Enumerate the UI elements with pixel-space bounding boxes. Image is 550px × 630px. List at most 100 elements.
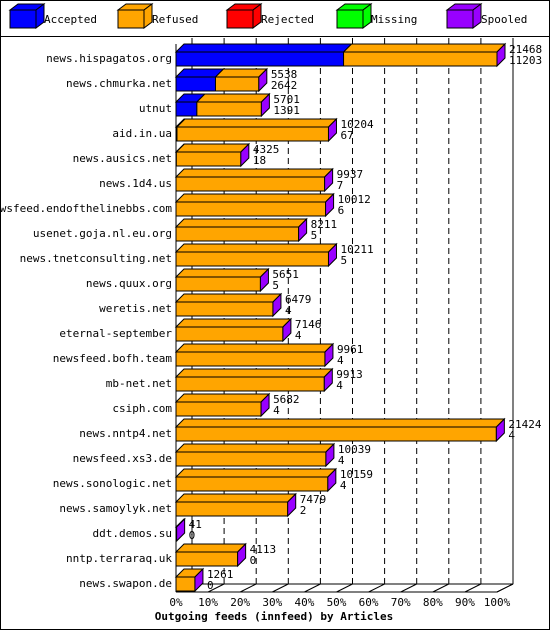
bar [175, 401, 262, 417]
bar-top [174, 393, 271, 403]
bar-side [272, 292, 282, 318]
legend-swatch [446, 9, 474, 29]
value-label: 4325 [253, 143, 279, 156]
bar-top [195, 93, 271, 103]
value-label: 67 [340, 129, 353, 142]
value-label: 10012 [338, 193, 371, 206]
value-label: 7146 [295, 318, 322, 331]
bar [175, 451, 327, 467]
bar [175, 226, 300, 242]
bar-side [325, 442, 335, 468]
y-tick-label: news.quux.org [86, 277, 172, 290]
chart-title: Outgoing feeds (innfeed) by Articles [155, 610, 393, 623]
value-label: 10204 [340, 118, 373, 131]
y-tick-label: eternal-september [59, 327, 172, 340]
tick-mark [432, 583, 450, 593]
tick-mark [400, 583, 417, 593]
value-label: 10039 [338, 443, 371, 456]
y-tick-label: news.ausics.net [73, 152, 172, 165]
value-label: 9961 [337, 343, 364, 356]
bar [175, 176, 326, 192]
y-tick-label: newsfeed.bofh.team [53, 352, 173, 365]
x-tick-label: 20% [230, 596, 250, 609]
y-tick-label: aid.in.ua [112, 127, 172, 140]
bar [175, 551, 239, 567]
value-label: 21468 [509, 43, 542, 56]
bar-side [327, 242, 337, 268]
y-tick-label: news.hispagatos.org [46, 52, 172, 65]
value-label: 8211 [311, 218, 338, 231]
value-label: 7 [337, 179, 344, 192]
bar [176, 126, 329, 142]
bar-side [259, 267, 269, 293]
bar-top [342, 43, 507, 53]
bar [175, 576, 196, 592]
bar [175, 76, 216, 92]
legend-label: Missing [371, 13, 417, 26]
bar-top [174, 218, 308, 228]
value-label: 4 [285, 304, 292, 317]
bar [175, 251, 329, 267]
bar [343, 51, 498, 67]
bar-side [324, 342, 334, 368]
value-label: 2 [300, 504, 307, 517]
value-label: 5538 [271, 68, 298, 81]
y-tick-label: usenet.goja.nl.eu.org [33, 227, 172, 240]
tick-mark [207, 583, 225, 593]
bar-top [174, 343, 335, 353]
y-tick-label: news.samoylyk.net [59, 502, 172, 515]
bar-side [287, 492, 297, 518]
bar-side [327, 467, 337, 493]
x-tick-label: 70% [391, 596, 411, 609]
value-label: 18 [253, 154, 266, 167]
value-label: 5701 [273, 93, 300, 106]
bar-side [260, 392, 270, 418]
bar-top [174, 318, 293, 328]
value-label: 11203 [509, 54, 542, 67]
legend-label: Accepted [44, 13, 97, 26]
value-label: 5651 [272, 268, 299, 281]
y-tick-label: weretis.net [99, 302, 172, 315]
y-tick-label: news.swapon.de [79, 577, 172, 590]
bar-top [174, 168, 334, 178]
value-label: 10159 [340, 468, 373, 481]
y-tick-label: news.chmurka.net [66, 77, 172, 90]
y-tick-label: news.1d4.us [99, 177, 172, 190]
bar-top [174, 368, 334, 378]
value-label: 1391 [273, 104, 300, 117]
tick-mark [304, 583, 321, 593]
value-label: 5 [272, 279, 279, 292]
value-label: 4 [273, 404, 280, 417]
bar-side [324, 167, 334, 193]
y-tick-label: nntp.terraraq.uk [66, 552, 172, 565]
legend-swatch [226, 9, 254, 29]
tick-mark [464, 583, 482, 593]
bar-side [176, 517, 186, 543]
value-label: 0 [207, 579, 214, 592]
bar-side [194, 567, 204, 593]
value-label: 4 [508, 429, 515, 442]
y-tick-label: news.tnetconsulting.net [20, 252, 172, 265]
value-label: 4 [338, 454, 345, 467]
value-label: 7479 [300, 493, 327, 506]
bar [175, 426, 497, 442]
x-tick-label: 10% [198, 596, 218, 609]
value-label: 1261 [207, 568, 234, 581]
bar-side [298, 217, 308, 243]
x-tick-label: 90% [455, 596, 475, 609]
bar-side [496, 42, 506, 68]
value-label: 4 [336, 379, 343, 392]
bar-top [175, 143, 251, 153]
bar-top [174, 193, 335, 203]
value-label: 10211 [340, 243, 373, 256]
x-tick-label: 0% [169, 596, 183, 609]
bar [175, 351, 326, 367]
x-tick-label: 80% [423, 596, 443, 609]
bar [175, 326, 284, 342]
y-tick-label: csiph.com [112, 402, 172, 415]
bar-top [174, 468, 338, 478]
legend-swatch [9, 9, 37, 29]
bar-side [260, 92, 270, 118]
value-label: 0 [250, 554, 257, 567]
